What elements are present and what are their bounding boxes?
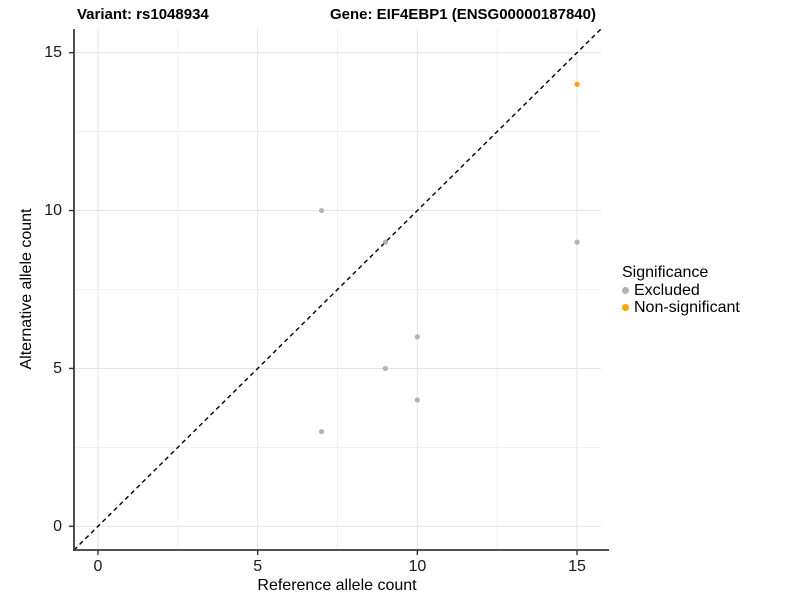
excluded-dot-icon bbox=[622, 287, 629, 294]
legend-item-non-significant: Non-significant bbox=[612, 299, 797, 316]
x-tick-label: 5 bbox=[253, 558, 263, 575]
data-point-excluded bbox=[318, 207, 325, 214]
variant-title: Variant: rs1048934 bbox=[77, 6, 209, 23]
y-axis-title: Alternative allele count bbox=[18, 208, 35, 370]
data-point-excluded bbox=[382, 365, 389, 372]
legend-item-excluded: Excluded bbox=[612, 282, 797, 299]
x-axis-title: Reference allele count bbox=[257, 577, 417, 594]
y-tick-label: 5 bbox=[53, 359, 62, 377]
x-tick-label: 15 bbox=[568, 558, 586, 575]
data-point-excluded bbox=[318, 428, 325, 435]
y-tick-label: 15 bbox=[44, 44, 62, 62]
non-significant-dot-icon bbox=[622, 304, 629, 311]
gene-title: Gene: EIF4EBP1 (ENSG00000187840) bbox=[330, 6, 596, 23]
data-point-excluded bbox=[414, 334, 420, 340]
identity-dashed-line bbox=[73, 28, 602, 551]
data-point-excluded bbox=[574, 239, 580, 245]
y-tick-label: 0 bbox=[53, 517, 62, 535]
legend: Significance Excluded Non-significant bbox=[612, 263, 797, 316]
legend-item-label: Excluded bbox=[634, 282, 700, 299]
y-tick-label: 10 bbox=[44, 202, 62, 220]
x-tick-label: 10 bbox=[408, 558, 427, 575]
data-point-excluded bbox=[382, 239, 389, 245]
x-tick-label: 0 bbox=[93, 558, 103, 575]
data-point-non-significant bbox=[574, 81, 580, 87]
data-point-excluded bbox=[414, 397, 420, 403]
legend-title: Significance bbox=[622, 264, 709, 281]
legend-item-label: Non-significant bbox=[634, 299, 740, 316]
